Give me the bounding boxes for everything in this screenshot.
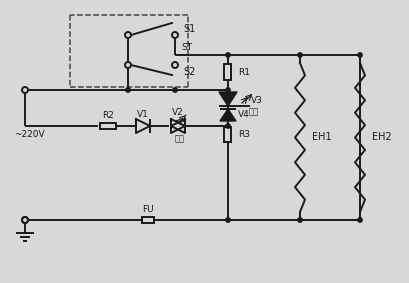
Text: ST: ST bbox=[180, 44, 192, 53]
Bar bbox=[142, 217, 154, 223]
Circle shape bbox=[125, 32, 131, 38]
Circle shape bbox=[297, 218, 301, 222]
Text: V3: V3 bbox=[250, 97, 262, 106]
Circle shape bbox=[22, 87, 28, 93]
Circle shape bbox=[225, 88, 229, 92]
Bar bbox=[224, 127, 231, 142]
Text: EH1: EH1 bbox=[311, 132, 331, 143]
Circle shape bbox=[172, 32, 178, 38]
Circle shape bbox=[172, 88, 177, 92]
Text: R1: R1 bbox=[237, 68, 249, 77]
Circle shape bbox=[225, 218, 229, 222]
Text: S1: S1 bbox=[182, 24, 195, 34]
Circle shape bbox=[225, 124, 229, 128]
Circle shape bbox=[357, 53, 361, 57]
Circle shape bbox=[357, 218, 361, 222]
Text: 保温: 保温 bbox=[175, 134, 184, 143]
Circle shape bbox=[22, 217, 28, 223]
Text: FU: FU bbox=[142, 205, 153, 215]
Text: 煮饭: 煮饭 bbox=[248, 108, 258, 117]
Polygon shape bbox=[220, 109, 236, 121]
Circle shape bbox=[126, 88, 130, 92]
Circle shape bbox=[297, 53, 301, 57]
Bar bbox=[100, 123, 116, 129]
Bar bbox=[224, 65, 231, 80]
Text: ~220V: ~220V bbox=[14, 130, 45, 140]
Text: V2: V2 bbox=[172, 108, 183, 117]
Text: V4: V4 bbox=[237, 110, 249, 119]
Polygon shape bbox=[218, 92, 236, 106]
Circle shape bbox=[22, 217, 28, 223]
Text: EH2: EH2 bbox=[371, 132, 391, 143]
Text: V1: V1 bbox=[137, 110, 148, 119]
Circle shape bbox=[172, 62, 178, 68]
Circle shape bbox=[125, 62, 131, 68]
Text: R3: R3 bbox=[237, 130, 249, 139]
Text: R2: R2 bbox=[102, 112, 114, 121]
Text: S2: S2 bbox=[182, 67, 195, 77]
Circle shape bbox=[225, 53, 229, 57]
